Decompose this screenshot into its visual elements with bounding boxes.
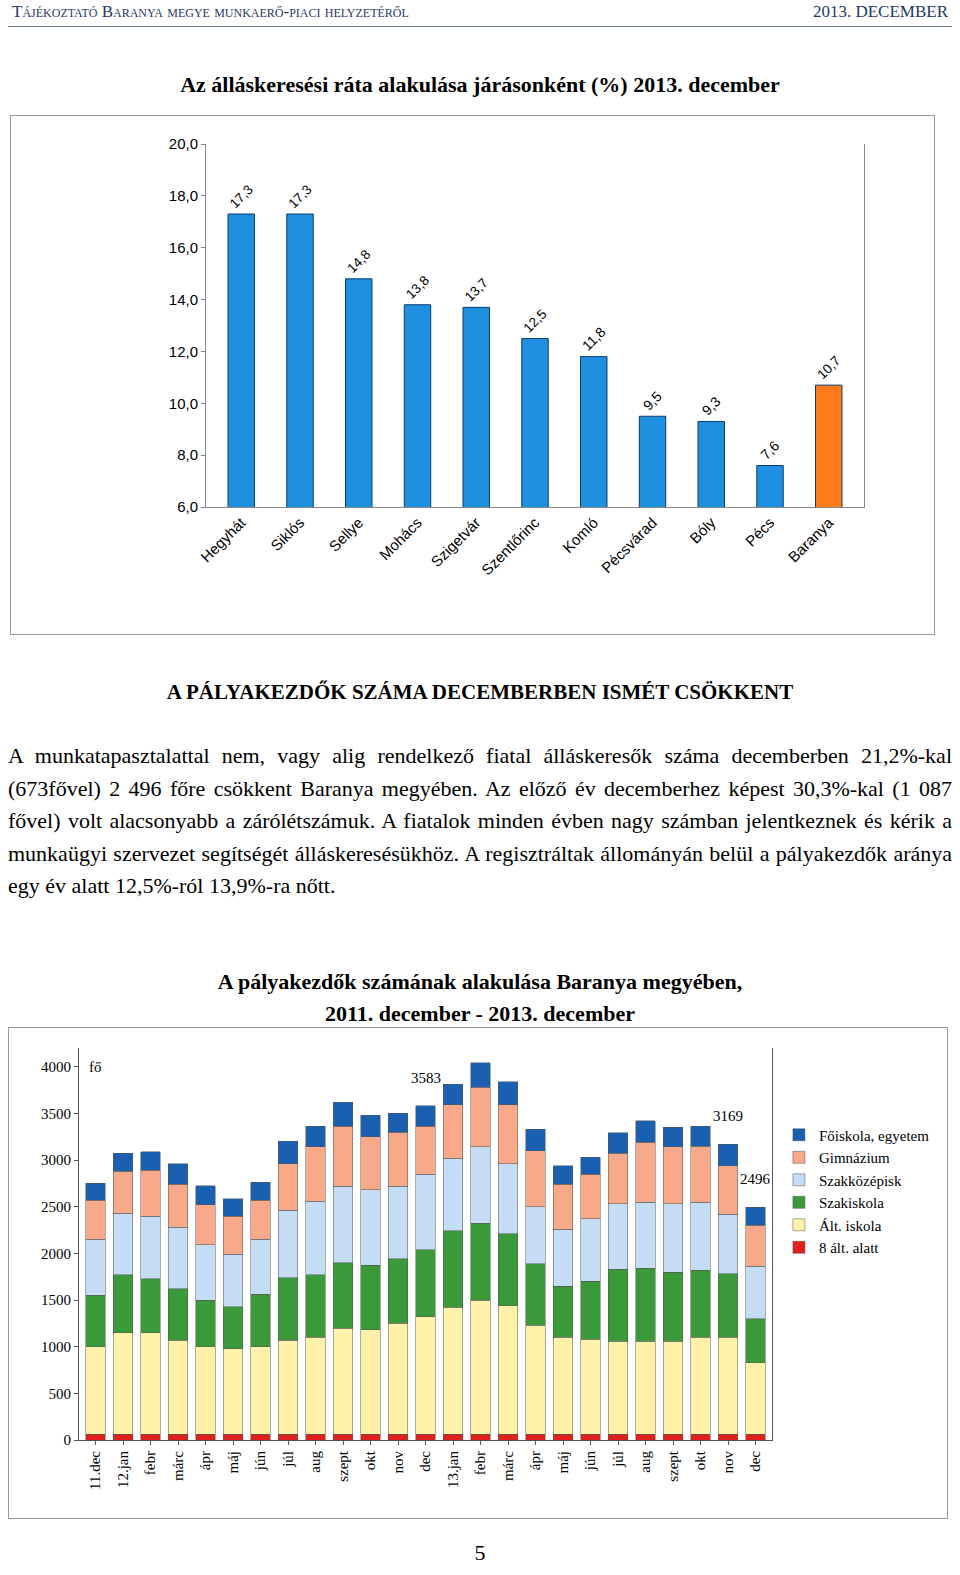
svg-text:máj: máj: [225, 1451, 241, 1474]
svg-text:Hegyhát: Hegyhát: [197, 513, 249, 565]
svg-text:Pécsvárad: Pécsvárad: [598, 514, 660, 576]
svg-text:6,0: 6,0: [177, 498, 198, 515]
svg-text:13.jan: 13.jan: [445, 1451, 461, 1489]
svg-text:0: 0: [64, 1432, 72, 1448]
svg-text:júl: júl: [280, 1451, 296, 1468]
svg-text:márc: márc: [170, 1451, 186, 1481]
svg-text:20,0: 20,0: [169, 135, 198, 152]
svg-text:3500: 3500: [41, 1106, 71, 1122]
svg-text:8,0: 8,0: [177, 446, 198, 463]
svg-text:Ált. iskola: Ált. iskola: [819, 1218, 882, 1234]
svg-text:máj: máj: [555, 1451, 571, 1474]
svg-text:9,3: 9,3: [699, 393, 724, 418]
svg-text:2496: 2496: [740, 1171, 771, 1187]
svg-text:febr: febr: [472, 1451, 488, 1475]
svg-text:17,3: 17,3: [286, 182, 315, 211]
svg-text:Főiskola, egyetem: Főiskola, egyetem: [819, 1128, 929, 1144]
svg-text:Pécs: Pécs: [742, 514, 778, 550]
svg-text:500: 500: [49, 1386, 72, 1402]
svg-text:Mohács: Mohács: [376, 514, 425, 563]
svg-text:nov: nov: [720, 1451, 736, 1474]
svg-text:szept: szept: [665, 1450, 681, 1482]
svg-text:fő: fő: [89, 1059, 102, 1075]
svg-text:okt: okt: [692, 1450, 708, 1470]
html-text:A PÁLYAKEZDŐK SZÁMA DECEMBERBE: A PÁLYAKEZDŐK SZÁMA DECEMBERBEN ISMÉT CS…: [166, 680, 794, 704]
svg-text:11.dec: 11.dec: [87, 1451, 103, 1490]
svg-text:márc: márc: [500, 1451, 516, 1481]
svg-text:9,5: 9,5: [640, 388, 665, 413]
svg-text:10,7: 10,7: [814, 353, 843, 382]
svg-text:1000: 1000: [41, 1339, 71, 1355]
html-text:2013. DECEMBER: 2013. DECEMBER: [812, 2, 948, 21]
svg-text:jún: jún: [252, 1451, 268, 1472]
svg-text:3169: 3169: [713, 1108, 743, 1124]
svg-text:3583: 3583: [411, 1070, 441, 1086]
svg-text:aug: aug: [637, 1451, 653, 1473]
svg-text:jún: jún: [582, 1451, 598, 1472]
svg-text:1500: 1500: [41, 1292, 71, 1308]
svg-text:szept: szept: [335, 1450, 351, 1482]
svg-text:18,0: 18,0: [169, 187, 198, 204]
svg-text:Szigetvár: Szigetvár: [427, 514, 483, 570]
svg-text:17,3: 17,3: [227, 182, 256, 211]
svg-text:Gimnázium: Gimnázium: [819, 1150, 890, 1166]
svg-text:12,0: 12,0: [169, 343, 198, 360]
html-text:A pályakezdők számának alakulá: A pályakezdők számának alakulása Baranya…: [217, 969, 743, 1026]
svg-text:13,8: 13,8: [403, 273, 432, 302]
svg-text:ápr: ápr: [197, 1451, 213, 1470]
svg-text:4000: 4000: [41, 1059, 71, 1075]
svg-text:2000: 2000: [41, 1246, 71, 1262]
svg-text:3000: 3000: [41, 1152, 71, 1168]
svg-text:aug: aug: [307, 1451, 323, 1473]
svg-text:12,5: 12,5: [521, 306, 550, 335]
svg-text:2500: 2500: [41, 1199, 71, 1215]
svg-text:Szakközépisk: Szakközépisk: [819, 1173, 902, 1189]
svg-text:nov: nov: [390, 1451, 406, 1474]
svg-text:13,7: 13,7: [462, 275, 491, 304]
html-text:5: 5: [474, 1540, 486, 1565]
svg-text:júl: júl: [610, 1451, 626, 1468]
svg-text:11,8: 11,8: [579, 324, 609, 354]
svg-text:16,0: 16,0: [169, 239, 198, 256]
svg-text:Szentlőrinc: Szentlőrinc: [478, 514, 543, 579]
svg-text:Siklós: Siklós: [267, 514, 307, 554]
svg-text:Baranya: Baranya: [785, 513, 837, 565]
svg-text:12.jan: 12.jan: [115, 1451, 131, 1489]
html-text:Tájékoztató Baranya megye munk: Tájékoztató Baranya megye munkaerő-piaci…: [12, 2, 409, 21]
svg-text:8 ált. alatt: 8 ált. alatt: [819, 1240, 879, 1256]
svg-text:14,8: 14,8: [344, 247, 373, 276]
svg-text:Sellye: Sellye: [325, 514, 366, 555]
svg-text:Komló: Komló: [559, 514, 601, 556]
svg-text:febr: febr: [142, 1451, 158, 1475]
svg-text:dec: dec: [417, 1451, 433, 1472]
html-text:Az álláskeresési ráta alakulás: Az álláskeresési ráta alakulása járásonk…: [180, 72, 780, 97]
svg-text:okt: okt: [362, 1450, 378, 1470]
svg-text:Bóly: Bóly: [686, 514, 719, 547]
svg-text:Szakiskola: Szakiskola: [819, 1195, 884, 1211]
svg-text:7,6: 7,6: [757, 437, 782, 462]
svg-text:ápr: ápr: [527, 1451, 543, 1470]
svg-text:dec: dec: [747, 1451, 763, 1472]
html-text:A munkatapasztalattal nem, vag: A munkatapasztalattal nem, vagy alig ren…: [8, 743, 952, 898]
svg-text:10,0: 10,0: [169, 395, 198, 412]
svg-text:14,0: 14,0: [169, 291, 198, 308]
